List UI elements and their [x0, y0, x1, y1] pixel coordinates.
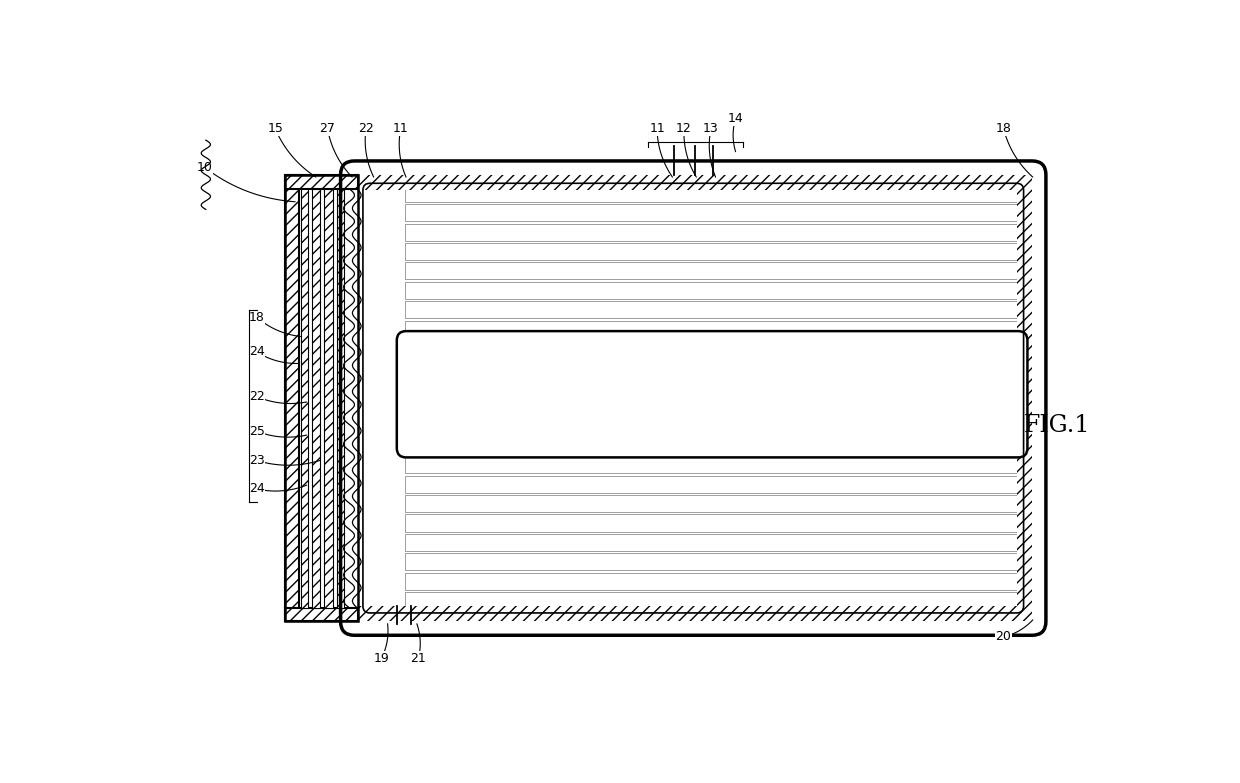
Bar — [404, 437, 1021, 454]
Text: 24: 24 — [249, 345, 264, 359]
Bar — [404, 456, 1021, 474]
Text: 11: 11 — [650, 122, 665, 135]
Bar — [404, 320, 1021, 337]
Bar — [285, 175, 299, 622]
Text: 19: 19 — [373, 652, 389, 665]
Text: 23: 23 — [249, 454, 264, 467]
Bar — [404, 475, 1021, 493]
Bar — [285, 608, 358, 622]
Text: 22: 22 — [249, 390, 264, 403]
Text: 21: 21 — [410, 652, 427, 665]
Bar — [285, 175, 358, 622]
Bar — [404, 262, 1021, 280]
Bar — [404, 379, 1021, 395]
Bar — [404, 592, 1021, 609]
Text: 14: 14 — [728, 112, 744, 125]
Text: 10: 10 — [196, 161, 212, 174]
Bar — [404, 495, 1021, 512]
FancyBboxPatch shape — [397, 331, 1028, 457]
Text: 24: 24 — [249, 482, 264, 496]
Bar — [404, 417, 1021, 435]
Text: 18: 18 — [996, 122, 1012, 135]
Bar — [404, 204, 1021, 222]
Bar — [337, 189, 345, 608]
Bar — [355, 606, 1032, 622]
Text: FIG.1: FIG.1 — [1024, 413, 1091, 437]
Text: 18: 18 — [249, 311, 264, 323]
Bar — [324, 189, 332, 608]
Bar — [404, 340, 1021, 357]
Bar — [404, 282, 1021, 299]
Bar — [1017, 175, 1032, 622]
FancyBboxPatch shape — [341, 161, 1045, 635]
Bar — [355, 175, 1032, 190]
Text: 13: 13 — [703, 122, 719, 135]
Bar — [404, 514, 1021, 532]
Bar — [404, 534, 1021, 551]
Text: 11: 11 — [393, 122, 408, 135]
Bar — [300, 189, 309, 608]
Text: 22: 22 — [358, 122, 374, 135]
Text: 27: 27 — [320, 122, 336, 135]
Bar — [404, 185, 1021, 202]
Bar — [404, 224, 1021, 240]
Text: 25: 25 — [249, 424, 264, 438]
Bar — [404, 554, 1021, 570]
Bar — [312, 189, 320, 608]
Bar — [404, 301, 1021, 318]
Bar — [404, 572, 1021, 590]
Text: 12: 12 — [676, 122, 692, 135]
Bar — [404, 243, 1021, 260]
Text: 15: 15 — [267, 122, 283, 135]
Bar — [404, 398, 1021, 415]
Text: 20: 20 — [996, 630, 1012, 644]
Bar — [285, 175, 358, 189]
Bar — [404, 359, 1021, 377]
